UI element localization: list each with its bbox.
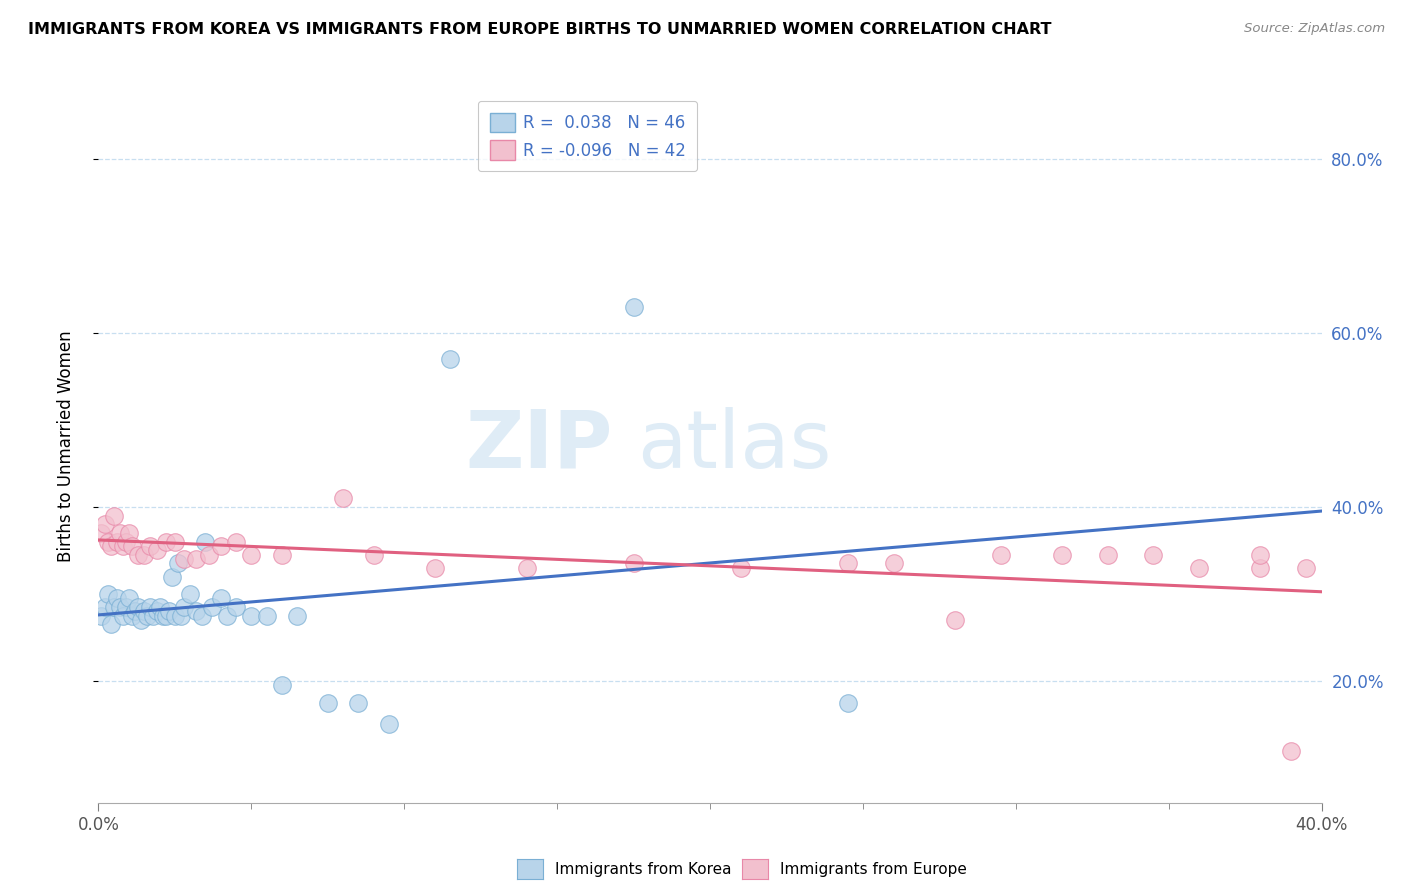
Point: [103, 508, 125, 523]
Point: [93, 599, 115, 614]
Point: [837, 557, 859, 571]
Point: [134, 548, 156, 562]
Point: [215, 608, 238, 623]
Text: IMMIGRANTS FROM KOREA VS IMMIGRANTS FROM EUROPE BIRTHS TO UNMARRIED WOMEN CORREL: IMMIGRANTS FROM KOREA VS IMMIGRANTS FROM…: [28, 22, 1052, 37]
Point: [378, 717, 401, 731]
Point: [191, 608, 214, 623]
Point: [285, 608, 308, 623]
Point: [170, 608, 193, 623]
Point: [439, 351, 461, 366]
Point: [623, 557, 645, 571]
Point: [111, 608, 134, 623]
Point: [173, 599, 195, 614]
Point: [118, 526, 141, 541]
Point: [1097, 548, 1119, 562]
Text: Immigrants from Korea: Immigrants from Korea: [555, 863, 733, 877]
Point: [105, 534, 128, 549]
Point: [163, 534, 186, 549]
Point: [145, 543, 167, 558]
Point: [134, 604, 156, 618]
Point: [103, 599, 125, 614]
Point: [1249, 548, 1271, 562]
Point: [423, 561, 446, 575]
Point: [155, 534, 177, 549]
Point: [837, 696, 859, 710]
Point: [194, 534, 217, 549]
Y-axis label: Births to Unmarried Women: Births to Unmarried Women: [56, 330, 75, 562]
Point: [1050, 548, 1073, 562]
Point: [197, 548, 219, 562]
Point: [240, 608, 263, 623]
Point: [225, 599, 247, 614]
Point: [121, 539, 143, 553]
Point: [256, 608, 278, 623]
Point: [129, 613, 152, 627]
Point: [516, 561, 538, 575]
Point: [139, 539, 162, 553]
Point: [167, 557, 190, 571]
Point: [90, 526, 112, 541]
Point: [1295, 561, 1317, 575]
Point: [155, 608, 177, 623]
Point: [127, 548, 149, 562]
Point: [115, 599, 138, 614]
Point: [124, 604, 146, 618]
Point: [270, 548, 292, 562]
Point: [270, 678, 292, 692]
Point: [93, 517, 115, 532]
Point: [730, 561, 752, 575]
Point: [90, 608, 112, 623]
Point: [108, 526, 131, 541]
Point: [127, 599, 149, 614]
Point: [118, 591, 141, 606]
Point: [623, 300, 645, 314]
Point: [186, 552, 208, 566]
Point: [160, 569, 183, 583]
Text: ZIP: ZIP: [465, 407, 612, 485]
Point: [142, 608, 165, 623]
Point: [97, 534, 120, 549]
Point: [139, 599, 162, 614]
Point: [163, 608, 186, 623]
Point: [225, 534, 247, 549]
Point: [883, 557, 905, 571]
Text: Source: ZipAtlas.com: Source: ZipAtlas.com: [1244, 22, 1385, 36]
Point: [240, 548, 263, 562]
Point: [108, 599, 131, 614]
Point: [200, 599, 222, 614]
Point: [186, 604, 208, 618]
Point: [209, 591, 232, 606]
Point: [1279, 743, 1302, 757]
Point: [115, 534, 138, 549]
Point: [1142, 548, 1164, 562]
Point: [1188, 561, 1211, 575]
Point: [990, 548, 1012, 562]
Point: [173, 552, 195, 566]
Point: [136, 608, 159, 623]
Point: [332, 491, 354, 506]
Legend: R =  0.038   N = 46, R = -0.096   N = 42: R = 0.038 N = 46, R = -0.096 N = 42: [478, 101, 697, 171]
Point: [943, 613, 966, 627]
Point: [363, 548, 385, 562]
Point: [347, 696, 370, 710]
Point: [157, 604, 180, 618]
Text: atlas: atlas: [637, 407, 831, 485]
Point: [100, 539, 122, 553]
Point: [316, 696, 339, 710]
Point: [121, 608, 143, 623]
Point: [179, 587, 201, 601]
Text: Immigrants from Europe: Immigrants from Europe: [780, 863, 967, 877]
Point: [145, 604, 167, 618]
Point: [1249, 561, 1271, 575]
Point: [105, 591, 128, 606]
Point: [209, 539, 232, 553]
Point: [111, 539, 134, 553]
Point: [152, 608, 174, 623]
Point: [97, 587, 120, 601]
Point: [100, 617, 122, 632]
Point: [149, 599, 172, 614]
